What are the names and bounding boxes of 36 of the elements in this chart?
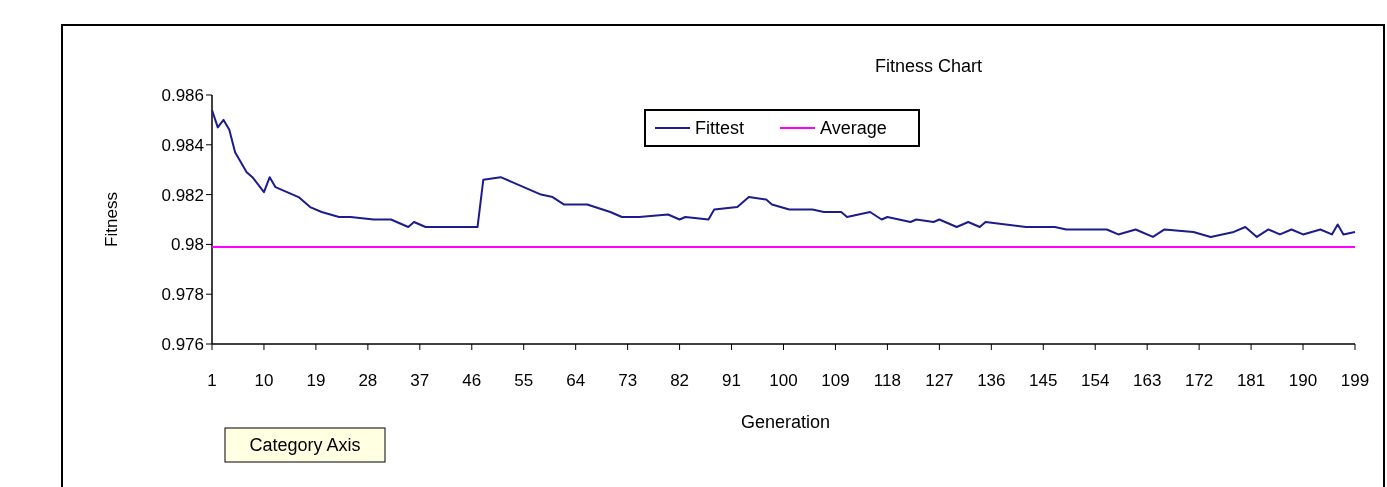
x-tick-label: 1 [207,371,217,390]
x-tick-label: 100 [769,371,798,390]
text: Category Axis [249,435,361,456]
x-tick-label: 91 [722,371,742,390]
x-tick-label: 199 [1340,371,1370,390]
line-series [211,108,1356,238]
y-tick-label: 0.98 [170,235,204,255]
y-tick-label: 0.986 [161,85,204,105]
x-tick-label: 109 [821,371,850,390]
x-tick-label: 19 [306,371,326,390]
x-tick-label: 82 [670,371,690,390]
x-tick-label: 136 [977,371,1006,390]
y-tick-label: 0.982 [161,185,204,205]
x-tick-label: 172 [1184,371,1214,390]
legend-label: Average [820,118,887,139]
y-tick-label: 0.984 [161,135,204,155]
y-tick-label: 0.978 [161,285,204,305]
x-tick-label: 10 [254,371,274,390]
y-axis-title: Fitness [102,192,121,247]
chart-title: Fitness Chart [874,56,983,76]
x-tick-label: 163 [1132,371,1162,390]
x-tick-label: 28 [358,371,378,390]
x-tick-label: 190 [1288,371,1318,390]
x-tick-label: 154 [1081,371,1110,390]
x-tick-label: 37 [410,371,430,390]
x-tick-label: 118 [873,371,901,390]
x-tick-label: 127 [925,371,954,390]
x-tick-label: 64 [566,371,586,390]
x-tick-label: 46 [462,371,482,390]
legend-label: Fittest [695,118,745,139]
x-tick-label: 73 [618,371,638,390]
x-axis-title: Generation [740,412,831,432]
x-tick-label: 145 [1029,371,1058,390]
y-tick-label: 0.976 [161,334,204,354]
x-tick-label: 181 [1236,371,1266,390]
x-tick-label: 55 [514,371,534,390]
